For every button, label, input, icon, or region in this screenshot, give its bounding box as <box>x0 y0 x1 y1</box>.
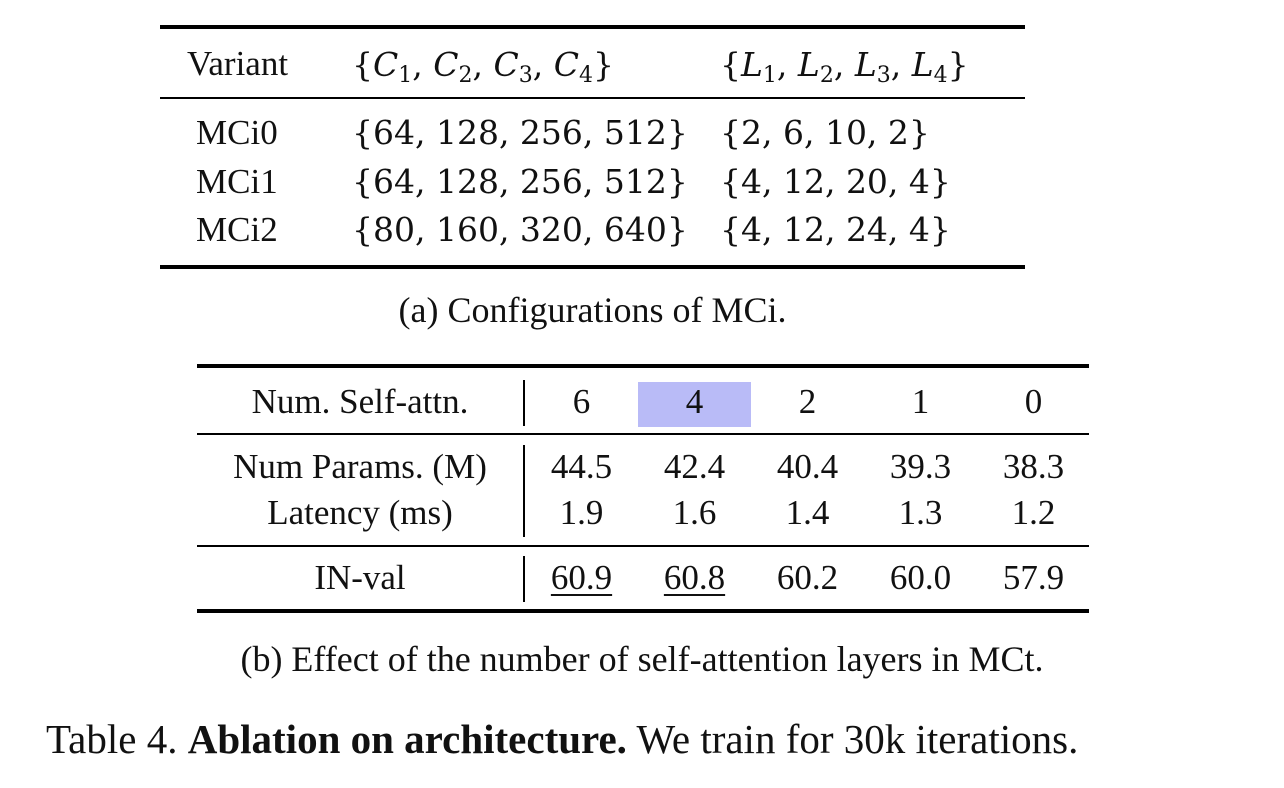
table-b-value: 1.6 <box>672 493 717 532</box>
table-b-vertical-divider <box>523 445 525 537</box>
table-b-vertical-divider <box>523 556 525 602</box>
table-b-vertical-divider <box>523 380 525 426</box>
table-b-value: 1.9 <box>559 493 604 532</box>
table-b-value: 39.3 <box>889 447 952 486</box>
table-a-variant: MCi2 <box>196 210 278 249</box>
table-a-header-channels: {C1, C2, C3, C4} <box>352 45 614 88</box>
table-b-value: 44.5 <box>550 447 613 486</box>
table-b-header-label: Num. Self-attn. <box>251 382 469 421</box>
table-b-value: 42.4 <box>663 447 726 486</box>
table-a-channels: {64, 128, 256, 512} <box>352 113 688 152</box>
table-b-row-label: Latency (ms) <box>267 493 453 532</box>
table-b-bottom-rule <box>197 609 1089 613</box>
table-b-value: 57.9 <box>1002 558 1065 597</box>
table-b-value: 1.3 <box>898 493 943 532</box>
table-b-value: 60.9 <box>550 558 613 597</box>
table-a-layers: {4, 12, 24, 4} <box>720 210 951 249</box>
table-b-value: 60.2 <box>776 558 839 597</box>
table-b-row-label: Num Params. (M) <box>233 447 487 486</box>
table-b-column-header: 1 <box>911 382 930 421</box>
table-a-channels: {80, 160, 320, 640} <box>352 210 688 249</box>
table-b-column-header: 2 <box>798 382 817 421</box>
table-b-top-rule <box>197 364 1089 368</box>
table-a-bottom-rule <box>160 265 1025 269</box>
highlight-selected-column <box>638 382 751 427</box>
table-a-header-rule <box>160 97 1025 99</box>
table-a-layers: {2, 6, 10, 2} <box>720 113 930 152</box>
table-b-value-underlined: 60.8 <box>638 558 751 598</box>
table-b-row-label: IN-val <box>314 558 406 597</box>
table-a-variant: MCi1 <box>196 162 278 201</box>
table-b-column-header: 0 <box>1024 382 1043 421</box>
table-b-value: 1.4 <box>785 493 830 532</box>
table-a-variant: MCi0 <box>196 113 278 152</box>
table-b-value: 1.2 <box>1011 493 1056 532</box>
table-b-value-underlined: 60.9 <box>525 558 638 598</box>
main-caption-rest: We train for 30k iterations. <box>636 716 1079 762</box>
main-caption-bold: Ablation on architecture. <box>187 716 627 762</box>
table-a-header-layers: {L1, L2, L3, L4} <box>720 45 969 88</box>
table-a-caption: (a) Configurations of MCi. <box>398 290 787 330</box>
table-a-layers: {4, 12, 20, 4} <box>720 162 951 201</box>
table-b-mid-rule <box>197 545 1089 547</box>
main-caption: Table 4. Ablation on architecture. We tr… <box>46 716 1078 762</box>
table-b-header-rule <box>197 433 1089 435</box>
table-a-channels: {64, 128, 256, 512} <box>352 162 688 201</box>
table-b-column-header: 6 <box>572 382 591 421</box>
table-b-value: 60.0 <box>889 558 952 597</box>
table-b-caption: (b) Effect of the number of self-attenti… <box>240 639 1044 679</box>
main-caption-prefix: Table 4. <box>46 716 178 762</box>
table-b-value: 38.3 <box>1002 447 1065 486</box>
table-a-top-rule <box>160 25 1025 29</box>
table-b-value: 60.8 <box>663 558 726 597</box>
table-a-header-variant: Variant <box>187 44 289 83</box>
table-b-value: 40.4 <box>776 447 839 486</box>
table-b-column-header: 4 <box>685 382 704 421</box>
